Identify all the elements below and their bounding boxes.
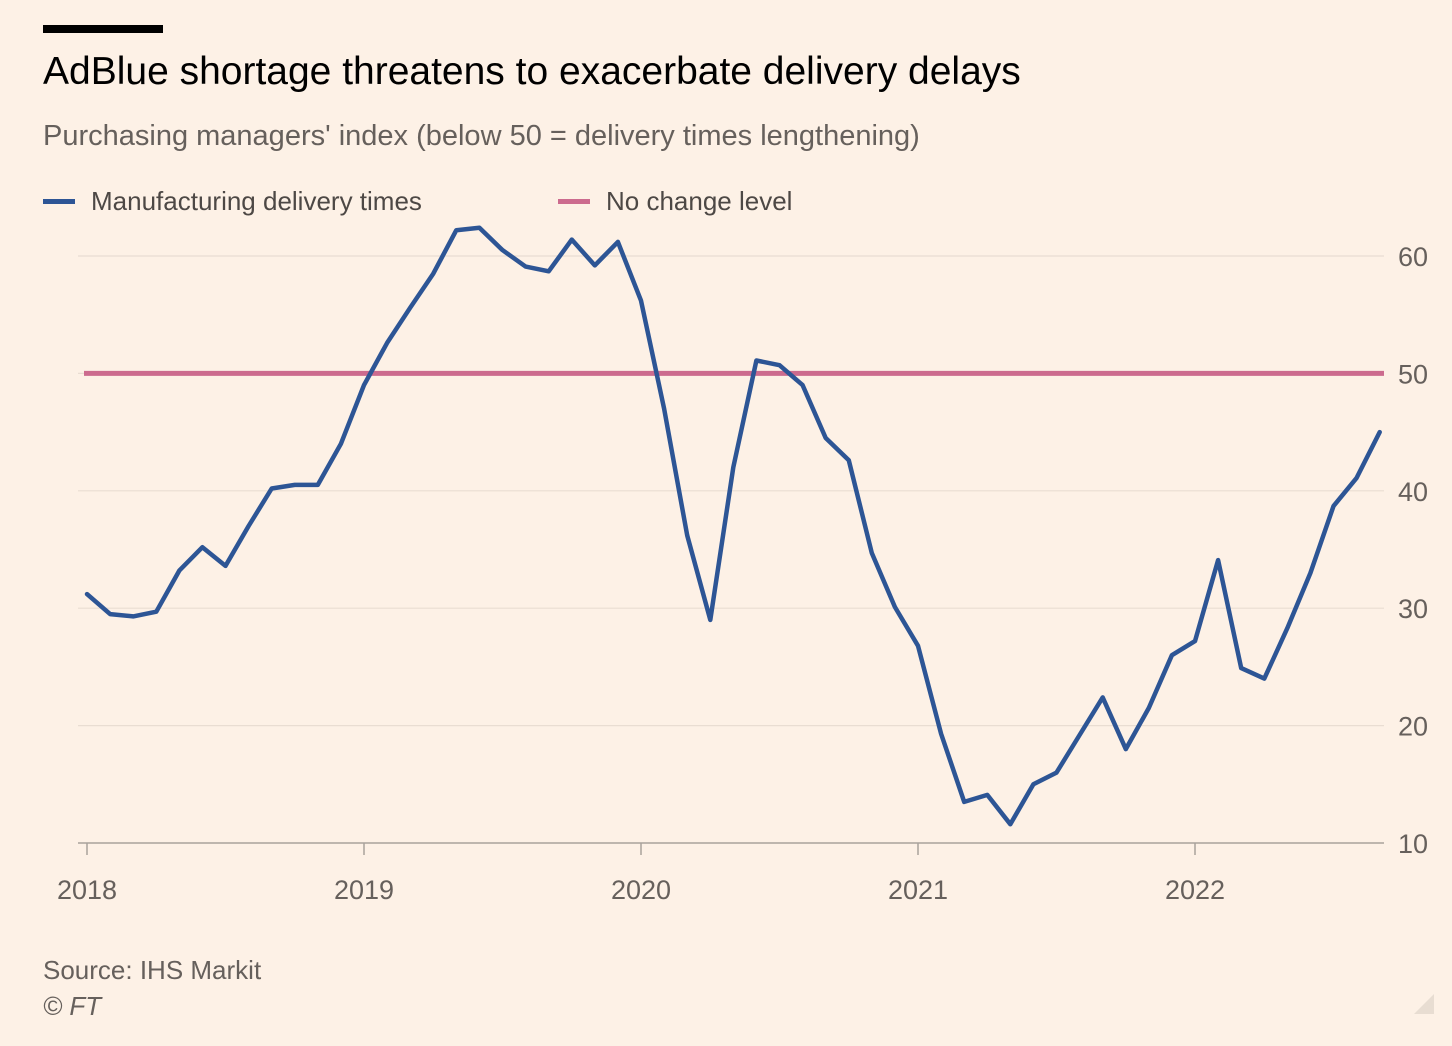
credit: © FT [43, 991, 102, 1021]
legend-item-delivery-times: Manufacturing delivery times [43, 186, 422, 217]
resize-corner [1414, 994, 1434, 1014]
y-tick-label: 40 [1398, 477, 1428, 507]
legend-label-delivery-times: Manufacturing delivery times [91, 186, 422, 216]
chart-title: AdBlue shortage threatens to exacerbate … [43, 50, 1021, 93]
y-tick-label: 50 [1398, 359, 1428, 389]
x-tick-label: 2018 [57, 875, 117, 905]
source-note: Source: IHS Markit [43, 955, 262, 985]
x-tick-label: 2020 [611, 875, 671, 905]
x-tick-label: 2022 [1165, 875, 1225, 905]
x-tick-label: 2021 [888, 875, 948, 905]
top-rule [43, 25, 163, 33]
chart-subtitle: Purchasing managers' index (below 50 = d… [43, 120, 920, 152]
delivery-times-line [84, 225, 1382, 827]
legend-swatch-no-change [558, 199, 590, 204]
legend-label-no-change: No change level [606, 186, 793, 216]
y-tick-label: 10 [1398, 829, 1428, 859]
legend: Manufacturing delivery times No change l… [43, 186, 1043, 222]
y-tick-label: 20 [1398, 712, 1428, 742]
y-tick-label: 60 [1398, 242, 1428, 272]
x-tick-label: 2019 [334, 875, 394, 905]
legend-item-no-change: No change level [558, 186, 792, 217]
y-tick-label: 30 [1398, 594, 1428, 624]
legend-swatch-delivery-times [43, 199, 75, 204]
